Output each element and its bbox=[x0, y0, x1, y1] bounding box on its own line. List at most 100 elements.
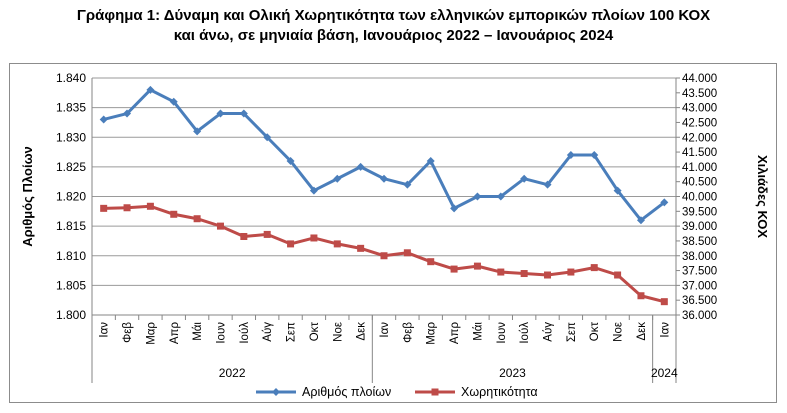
data-point bbox=[193, 127, 202, 136]
y-tick-label: 1.825 bbox=[56, 160, 86, 174]
y2-tick-label: 39.500 bbox=[682, 206, 717, 218]
data-point bbox=[613, 186, 622, 195]
data-point bbox=[544, 271, 552, 279]
data-point bbox=[146, 85, 155, 94]
chart-title: Γράφημα 1: Δύναμη και Ολική Χωρητικότητα… bbox=[0, 6, 787, 46]
x-tick-label: Μαρ bbox=[426, 322, 438, 345]
data-point bbox=[333, 240, 341, 248]
x-tick-label: Σεπ bbox=[286, 322, 298, 342]
y2-tick-label: 38.500 bbox=[682, 236, 717, 248]
x-tick-label: Ιούλ bbox=[519, 322, 531, 344]
x-tick-label: Νοε bbox=[613, 322, 625, 342]
data-point bbox=[333, 174, 342, 183]
data-point bbox=[357, 244, 365, 252]
x-tick-label: Ιουν bbox=[215, 322, 227, 344]
data-point bbox=[636, 216, 645, 225]
chart-title-line-2: και άνω, σε μηνιαία βάση, Ιανουάριος 202… bbox=[173, 27, 614, 44]
data-point bbox=[543, 180, 552, 189]
y2-tick-label: 42.000 bbox=[682, 132, 717, 144]
data-point bbox=[286, 156, 295, 165]
data-point bbox=[450, 204, 459, 213]
data-point bbox=[520, 174, 529, 183]
x-tick-label: Αύγ bbox=[543, 322, 555, 342]
x-tick-label: Απρ bbox=[449, 322, 461, 345]
y2-tick-label: 41.000 bbox=[682, 162, 717, 174]
data-point bbox=[216, 222, 224, 230]
data-point bbox=[427, 258, 435, 266]
x-tick-label: Ιαν bbox=[659, 322, 671, 338]
data-point bbox=[263, 230, 271, 238]
x-tick-label: Οκτ bbox=[589, 322, 601, 342]
y2-tick-label: 40.000 bbox=[682, 192, 717, 204]
y-tick-label: 1.815 bbox=[56, 219, 86, 233]
data-point bbox=[403, 249, 411, 257]
x-tick-label: Ιούλ bbox=[239, 322, 251, 344]
x-tick-label: Φεβ bbox=[122, 322, 134, 343]
y2-tick-label: 43.000 bbox=[682, 103, 717, 115]
data-point bbox=[426, 156, 435, 165]
data-point bbox=[496, 192, 505, 201]
data-point bbox=[614, 271, 622, 279]
x-tick-label: Μάι bbox=[472, 322, 484, 341]
y-tick-label: 1.810 bbox=[56, 249, 86, 263]
data-point bbox=[146, 202, 154, 210]
data-point bbox=[309, 186, 318, 195]
data-point bbox=[216, 109, 225, 118]
y2-tick-label: 39.000 bbox=[682, 221, 717, 233]
y2-tick-label: 44.000 bbox=[682, 73, 717, 85]
y2-tick-label: 37.500 bbox=[682, 266, 717, 278]
x-tick-label: Μάι bbox=[192, 322, 204, 341]
x-tick-label: Δεκ bbox=[356, 322, 368, 341]
data-point bbox=[380, 174, 388, 183]
data-point bbox=[263, 133, 272, 142]
chart-frame bbox=[9, 63, 777, 403]
year-label: 2022 bbox=[219, 366, 246, 380]
data-point bbox=[403, 180, 412, 189]
y2-tick-label: 37.000 bbox=[682, 280, 717, 292]
data-point bbox=[193, 215, 201, 223]
data-point bbox=[99, 115, 108, 124]
data-point bbox=[239, 109, 248, 118]
data-point bbox=[450, 265, 458, 273]
data-point bbox=[637, 292, 645, 300]
data-point bbox=[520, 270, 528, 278]
x-tick-label: Απρ bbox=[169, 322, 181, 345]
y-tick-label: 1.830 bbox=[56, 130, 86, 144]
y2-tick-label: 40.500 bbox=[682, 177, 717, 189]
year-label: 2024 bbox=[651, 366, 678, 380]
data-point bbox=[567, 268, 575, 276]
data-point bbox=[240, 232, 248, 240]
data-point bbox=[590, 264, 598, 272]
x-tick-label: Σεπ bbox=[566, 322, 578, 342]
y2-tick-label: 41.500 bbox=[682, 147, 717, 159]
x-tick-label: Νοε bbox=[332, 322, 344, 342]
x-tick-label: Ιαν bbox=[99, 322, 111, 338]
x-tick-label: Μαρ bbox=[145, 322, 157, 345]
x-tick-label: Φεβ bbox=[402, 322, 414, 343]
data-point bbox=[473, 262, 481, 270]
x-tick-label: Οκτ bbox=[309, 322, 321, 342]
data-point bbox=[380, 252, 388, 260]
x-tick-label: Δεκ bbox=[636, 322, 648, 341]
year-label: 2023 bbox=[499, 366, 526, 380]
y-tick-label: 1.840 bbox=[56, 71, 86, 85]
legend-marker bbox=[272, 388, 280, 396]
y2-tick-label: 38.000 bbox=[682, 251, 717, 263]
data-point bbox=[566, 151, 575, 160]
y-tick-label: 1.835 bbox=[56, 101, 86, 115]
y2-tick-label: 42.500 bbox=[682, 117, 717, 129]
series-line bbox=[103, 88, 666, 222]
data-point bbox=[169, 97, 178, 106]
legend-label: Χωρητικότητα bbox=[461, 385, 538, 399]
data-point bbox=[287, 240, 295, 248]
data-point bbox=[170, 210, 178, 218]
x-tick-label: Ιουν bbox=[496, 322, 508, 344]
y-tick-label: 1.800 bbox=[56, 308, 86, 322]
legend-marker bbox=[431, 388, 439, 396]
data-point bbox=[100, 204, 108, 212]
data-point bbox=[310, 234, 318, 242]
data-point bbox=[590, 151, 599, 160]
y2-tick-label: 36.500 bbox=[682, 295, 717, 307]
x-tick-label: Ιαν bbox=[379, 322, 391, 338]
